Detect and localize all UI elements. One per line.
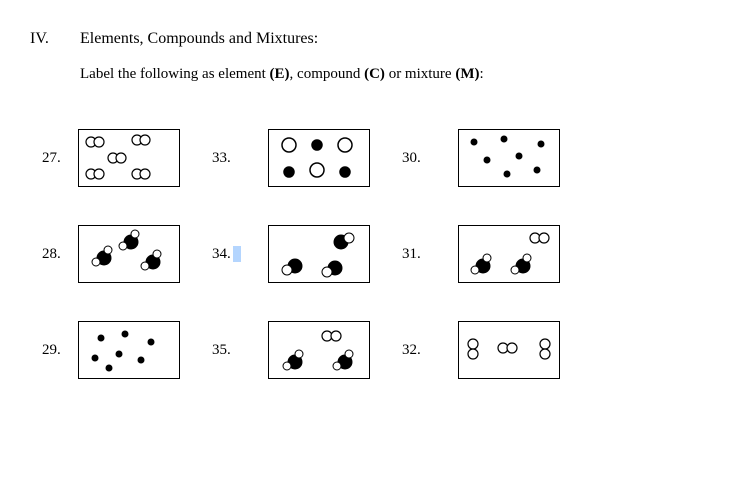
molecule-icon [459, 322, 559, 378]
diagram-cell [268, 225, 398, 283]
question-number: 35. [208, 342, 268, 359]
section-number: IV. [30, 30, 80, 48]
section-title: Elements, Compounds and Mixtures: [80, 30, 318, 48]
diagram-33 [268, 129, 370, 187]
question-number: 28. [38, 246, 78, 263]
diagram-cell [78, 129, 208, 187]
instruction-part: , compound [290, 66, 365, 82]
diagram-32 [458, 321, 560, 379]
question-number: 31. [398, 246, 458, 263]
molecule-icon [269, 226, 369, 282]
diagram-cell [458, 321, 588, 379]
diagram-cell [78, 225, 208, 283]
label-c: (C) [364, 66, 385, 82]
question-grid: 27. 33. [38, 113, 708, 395]
diagram-30 [458, 129, 560, 187]
diagram-cell [78, 321, 208, 379]
qnum-text: 34. [212, 246, 231, 262]
instruction-part: Label the following as element [80, 66, 270, 82]
molecule-icon [459, 130, 559, 186]
diagram-cell [458, 129, 588, 187]
diagram-34 [268, 225, 370, 283]
diagram-cell [268, 321, 398, 379]
label-e: (E) [270, 66, 290, 82]
section-heading: IV. Elements, Compounds and Mixtures: [30, 30, 708, 48]
molecule-icon [79, 322, 179, 378]
question-number: 29. [38, 342, 78, 359]
question-number: 32. [398, 342, 458, 359]
molecule-icon [269, 130, 369, 186]
question-number: 27. [38, 150, 78, 167]
diagram-cell [458, 225, 588, 283]
molecule-icon [269, 322, 369, 378]
label-m: (M) [455, 66, 479, 82]
instruction-part: : [480, 66, 484, 82]
molecule-icon [79, 226, 179, 282]
instruction-text: Label the following as element (E), comp… [80, 66, 708, 83]
question-number: 30. [398, 150, 458, 167]
diagram-31 [458, 225, 560, 283]
diagram-27 [78, 129, 180, 187]
text-highlight [233, 246, 241, 262]
molecule-icon [79, 130, 179, 186]
diagram-35 [268, 321, 370, 379]
diagram-28 [78, 225, 180, 283]
diagram-cell [268, 129, 398, 187]
question-number: 34. [208, 246, 268, 263]
diagram-29 [78, 321, 180, 379]
molecule-icon [459, 226, 559, 282]
question-number: 33. [208, 150, 268, 167]
instruction-part: or mixture [385, 66, 455, 82]
